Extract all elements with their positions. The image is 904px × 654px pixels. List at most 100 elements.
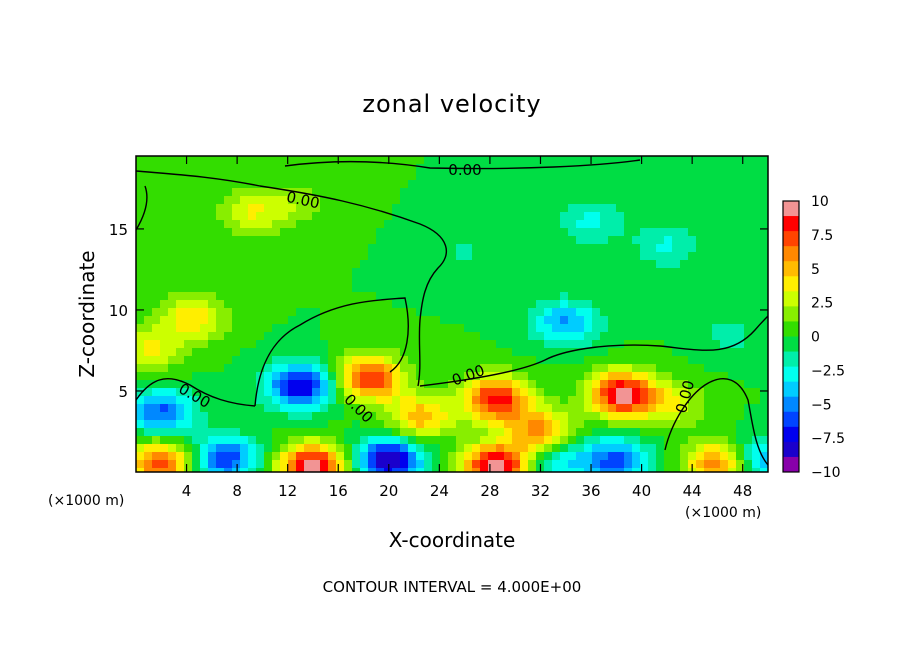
- field-cell: [544, 252, 553, 261]
- field-cell: [696, 316, 705, 325]
- field-cell: [232, 356, 241, 365]
- field-cell: [224, 196, 233, 205]
- field-cell: [272, 252, 281, 261]
- field-cell: [168, 324, 177, 333]
- colorbar-swatch: [783, 276, 799, 292]
- field-cell: [560, 212, 569, 221]
- field-cell: [248, 316, 257, 325]
- field-cell: [752, 356, 761, 365]
- field-cell: [448, 268, 457, 277]
- field-cell: [712, 436, 721, 445]
- field-cell: [496, 348, 505, 357]
- field-cell: [632, 388, 641, 397]
- field-cell: [416, 276, 425, 285]
- x-tick-label: 44: [683, 482, 702, 500]
- field-cell: [224, 452, 233, 461]
- field-cell: [520, 388, 529, 397]
- field-cell: [728, 252, 737, 261]
- field-cell: [496, 196, 505, 205]
- field-cell: [512, 420, 521, 429]
- field-cell: [648, 196, 657, 205]
- field-cell: [696, 204, 705, 213]
- field-cell: [504, 460, 513, 469]
- field-cell: [648, 420, 657, 429]
- field-cell: [752, 244, 761, 253]
- field-cell: [560, 180, 569, 189]
- field-cell: [264, 276, 273, 285]
- field-cell: [264, 452, 273, 461]
- field-cell: [600, 244, 609, 253]
- field-cell: [256, 276, 265, 285]
- field-cell: [272, 364, 281, 373]
- field-cell: [400, 228, 409, 237]
- field-cell: [488, 364, 497, 373]
- field-cell: [424, 212, 433, 221]
- field-cell: [480, 452, 489, 461]
- field-cell: [384, 204, 393, 213]
- field-cell: [648, 332, 657, 341]
- field-cell: [264, 164, 273, 173]
- field-cell: [712, 340, 721, 349]
- field-cell: [176, 212, 185, 221]
- field-cell: [600, 236, 609, 245]
- field-cell: [232, 204, 241, 213]
- field-cell: [456, 204, 465, 213]
- field-cell: [544, 156, 553, 165]
- field-cell: [576, 188, 585, 197]
- field-cell: [312, 380, 321, 389]
- field-cell: [600, 212, 609, 221]
- field-cell: [520, 220, 529, 229]
- field-cell: [632, 220, 641, 229]
- field-cell: [336, 428, 345, 437]
- field-cell: [624, 244, 633, 253]
- field-cell: [624, 372, 633, 381]
- field-cell: [456, 356, 465, 365]
- field-cell: [256, 356, 265, 365]
- field-cell: [744, 244, 753, 253]
- field-cell: [440, 260, 449, 269]
- field-cell: [328, 388, 337, 397]
- field-cell: [280, 316, 289, 325]
- field-cell: [328, 340, 337, 349]
- field-cell: [456, 324, 465, 333]
- field-cell: [480, 220, 489, 229]
- field-cell: [504, 364, 513, 373]
- field-cell: [224, 340, 233, 349]
- field-cell: [328, 292, 337, 301]
- field-cell: [216, 468, 225, 472]
- field-cell: [240, 276, 249, 285]
- field-cell: [280, 436, 289, 445]
- field-cell: [384, 380, 393, 389]
- field-cell: [408, 204, 417, 213]
- field-cell: [272, 212, 281, 221]
- field-cell: [248, 420, 257, 429]
- x-tick-label: 4: [182, 482, 192, 500]
- field-cell: [512, 444, 521, 453]
- field-cell: [328, 404, 337, 413]
- field-cell: [688, 300, 697, 309]
- field-cell: [504, 308, 513, 317]
- field-cell: [216, 236, 225, 245]
- field-cell: [640, 228, 649, 237]
- field-cell: [144, 316, 153, 325]
- field-cell: [296, 244, 305, 253]
- field-cell: [648, 316, 657, 325]
- field-cell: [424, 284, 433, 293]
- field-cell: [680, 420, 689, 429]
- field-cell: [504, 252, 513, 261]
- field-cell: [152, 244, 161, 253]
- field-cell: [152, 332, 161, 341]
- field-cell: [712, 180, 721, 189]
- field-cell: [256, 156, 265, 165]
- field-cell: [392, 412, 401, 421]
- field-cell: [728, 332, 737, 341]
- field-cell: [272, 428, 281, 437]
- field-cell: [344, 396, 353, 405]
- field-cell: [712, 388, 721, 397]
- field-cell: [288, 164, 297, 173]
- field-cell: [184, 436, 193, 445]
- field-cell: [192, 444, 201, 453]
- field-cell: [144, 252, 153, 261]
- field-cell: [320, 276, 329, 285]
- field-cell: [152, 236, 161, 245]
